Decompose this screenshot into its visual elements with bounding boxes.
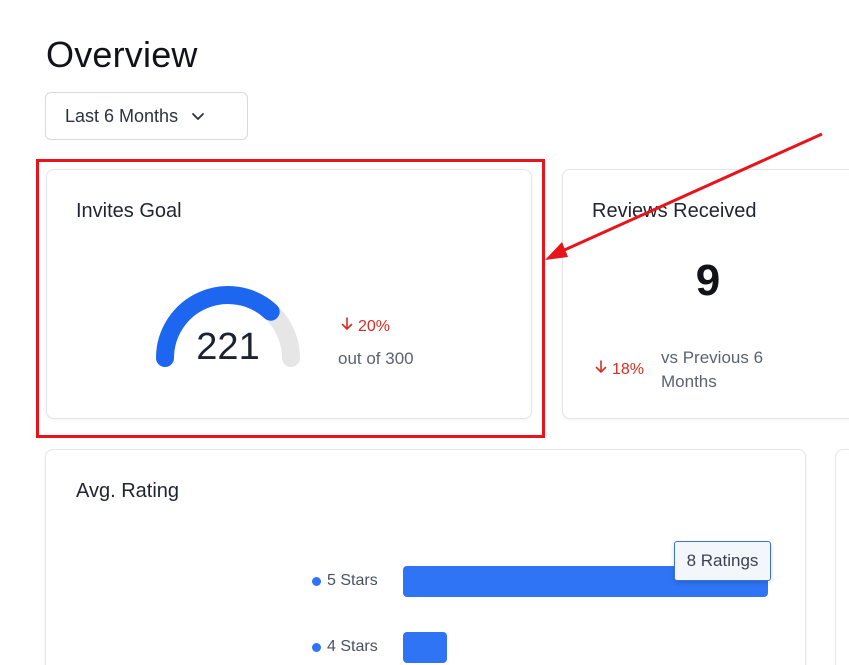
reviews-comparison-text: vs Previous 6 Months bbox=[661, 348, 764, 391]
arrow-down-icon bbox=[340, 317, 354, 336]
rating-tooltip: 8 Ratings bbox=[674, 541, 771, 581]
chevron-down-icon bbox=[190, 108, 206, 124]
reviews-change: 18% bbox=[594, 360, 644, 379]
invites-change-value: 20% bbox=[358, 317, 391, 335]
avg-rating-title: Avg. Rating bbox=[76, 480, 180, 502]
rating-label: 5 Stars bbox=[312, 572, 378, 590]
rating-label: 4 Stars bbox=[312, 638, 378, 656]
period-dropdown-label: Last 6 Months bbox=[65, 105, 179, 126]
arrow-down-icon bbox=[594, 360, 608, 379]
invites-gauge bbox=[156, 286, 300, 367]
legend-dot bbox=[312, 642, 321, 652]
invites-goal-value: 221 bbox=[196, 326, 260, 368]
period-dropdown[interactable]: Last 6 Months bbox=[45, 92, 248, 140]
rating-label-text: 5 Stars bbox=[327, 572, 378, 589]
reviews-change-value: 18% bbox=[612, 360, 645, 378]
invites-change: 20% bbox=[340, 317, 390, 336]
legend-dot bbox=[312, 576, 321, 586]
page-title: Overview bbox=[46, 34, 198, 75]
next-card-partial bbox=[835, 449, 849, 665]
rating-bar[interactable] bbox=[403, 632, 447, 663]
reviews-received-value: 9 bbox=[695, 256, 721, 305]
invites-goal-title: Invites Goal bbox=[76, 200, 182, 222]
rating-label-text: 4 Stars bbox=[327, 638, 378, 655]
rating-row-4-stars: 4 Stars bbox=[46, 632, 807, 664]
reviews-received-title: Reviews Received bbox=[592, 200, 757, 222]
gauge-fill bbox=[156, 286, 280, 367]
avg-rating-card: Avg. Rating 5 Stars 4 Stars 8 Ratings bbox=[45, 449, 806, 665]
invites-goal-caption: out of 300 bbox=[338, 349, 414, 368]
reviews-received-card: Reviews Received 9 18% vs Previous 6 Mon… bbox=[562, 169, 849, 419]
invites-goal-card: Invites Goal 221 20% out of 300 bbox=[46, 169, 532, 419]
